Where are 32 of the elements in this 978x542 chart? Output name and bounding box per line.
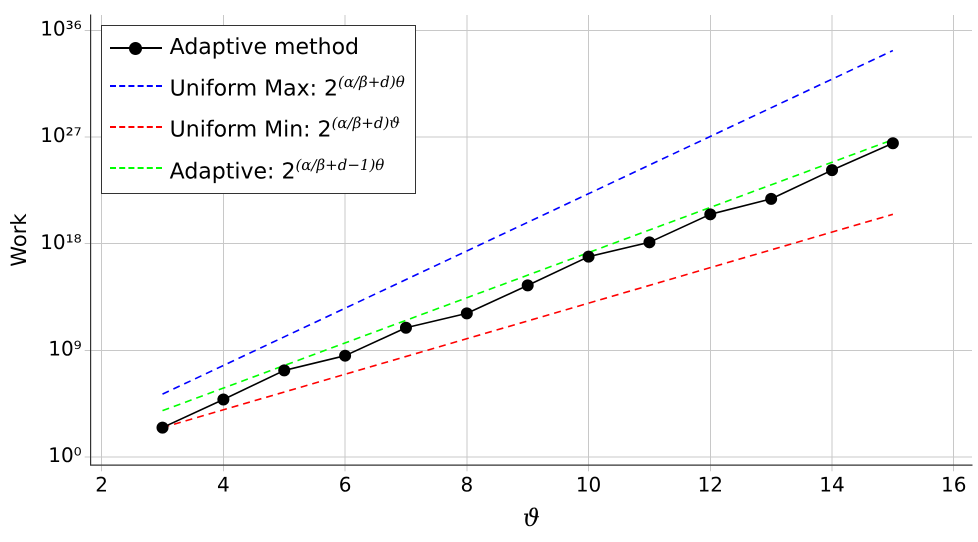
point (522, 279, 534, 292)
x-tick-label: 10 (576, 472, 602, 496)
point (826, 164, 838, 176)
y-axis-title: Work (7, 212, 32, 267)
legend-label: Uniform Max: 2$^{(α/β+d)θ}$ (170, 72, 405, 104)
x-tick-label: 14 (819, 472, 845, 496)
point (886, 137, 899, 150)
point (339, 350, 352, 362)
point (582, 250, 595, 263)
point (643, 236, 656, 248)
legend-label: Uniform Min: 2$^{(α/β+d)ϑ}$ (170, 113, 400, 145)
y-tick-label: 10¹⁸ (40, 230, 82, 254)
y-tick-label: 10²⁷ (40, 123, 82, 148)
x-tick-label: 16 (941, 472, 966, 496)
x-tick-label: 6 (338, 472, 352, 496)
x-tick-label: 4 (217, 472, 230, 496)
point (460, 307, 473, 320)
y-tick-label: 10⁰ (48, 443, 82, 468)
point (400, 322, 412, 334)
x-tick-label: 12 (698, 472, 724, 496)
y-tick-label: 10⁹ (48, 336, 82, 360)
x-axis-title: ϑ (522, 504, 540, 532)
x-tick-label: 2 (95, 472, 108, 496)
point (278, 364, 290, 376)
legend-label: Adaptive method (170, 34, 359, 62)
point (704, 208, 716, 220)
point (217, 394, 230, 406)
point (156, 422, 169, 434)
y-tick-label: 10³⁶ (40, 16, 82, 41)
x-tick-label: 8 (460, 472, 474, 496)
point (765, 192, 778, 205)
legend-label: Adaptive: 2$^{(α/β+d−1)θ}$ (170, 154, 384, 186)
